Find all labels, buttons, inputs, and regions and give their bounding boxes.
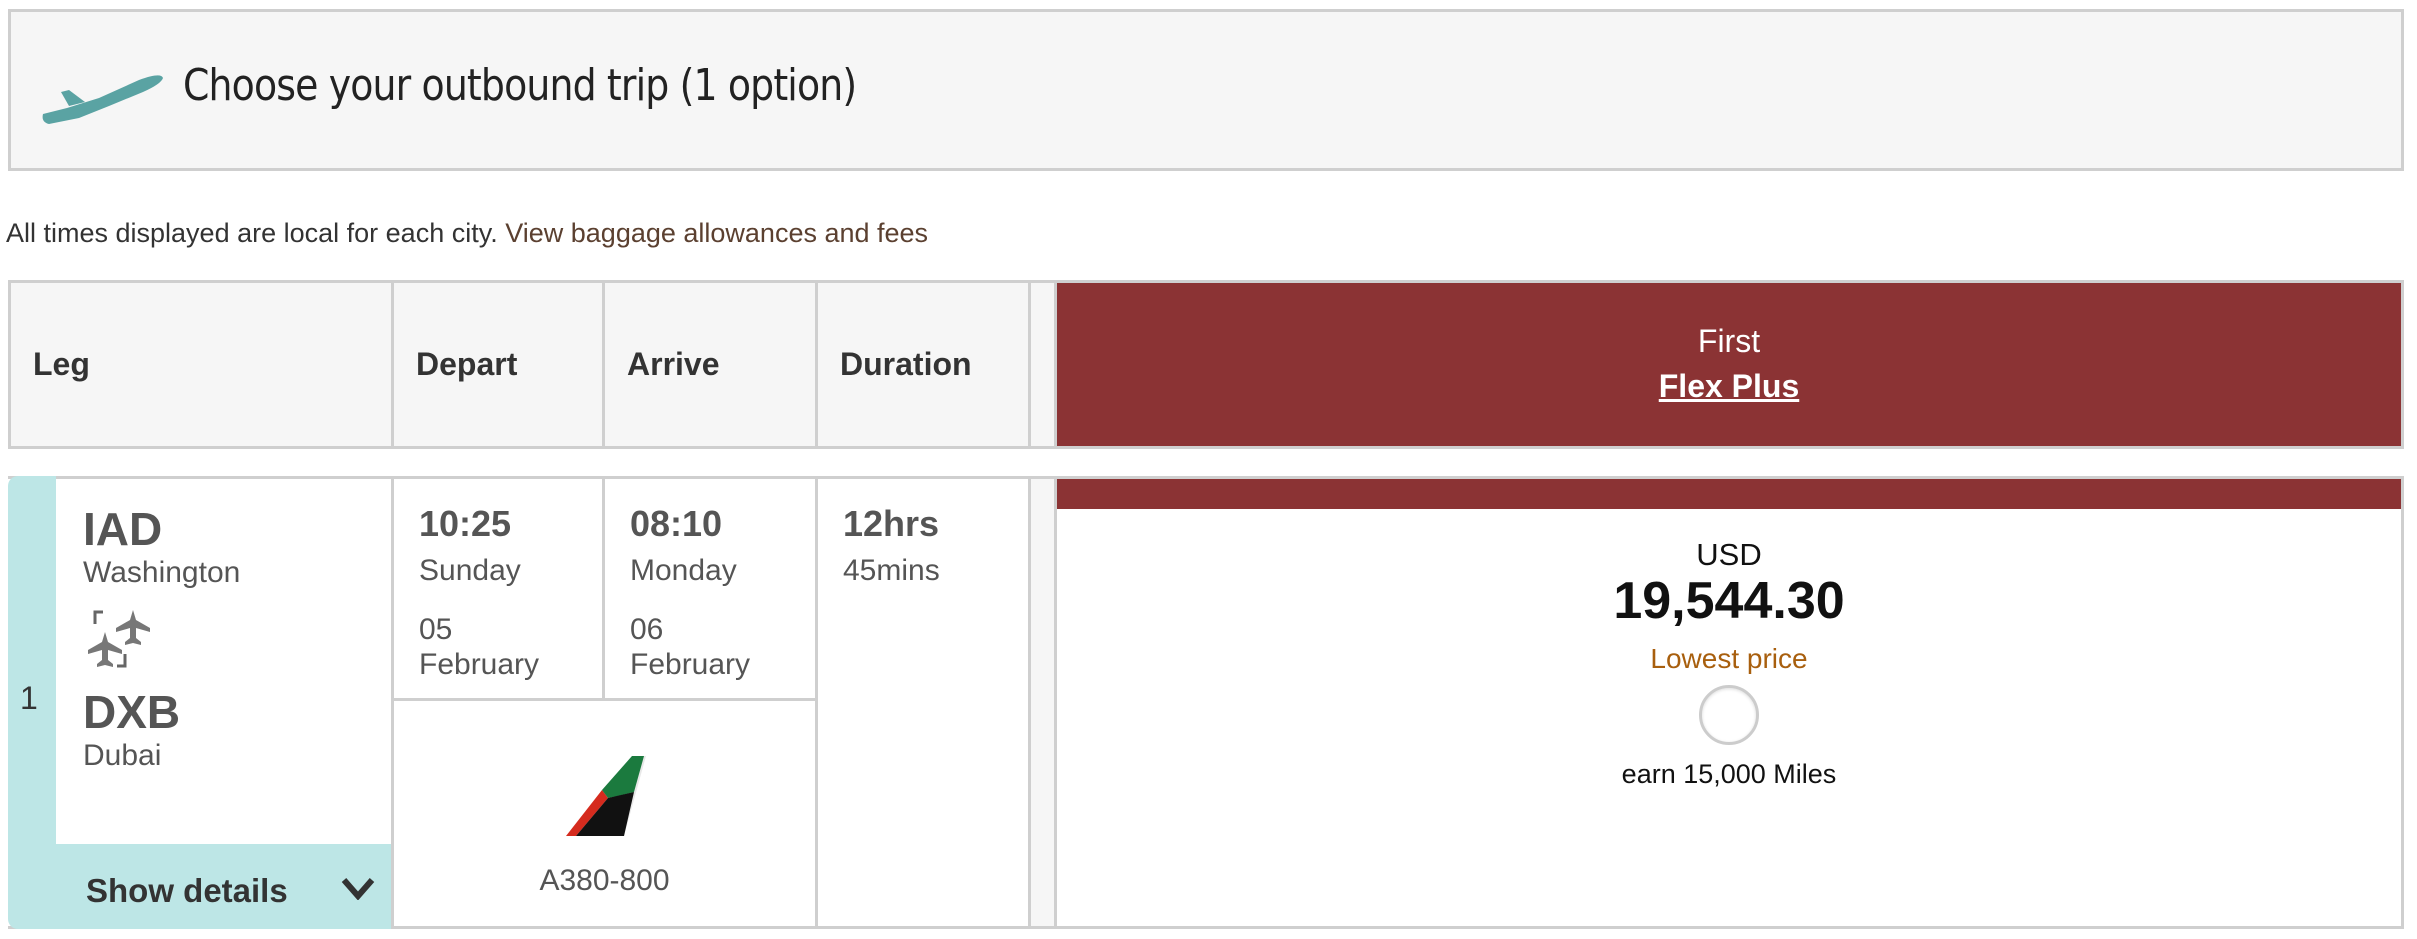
- origin-city: Washington: [83, 556, 241, 589]
- arrive-time: 08:10: [630, 503, 723, 544]
- column-header-leg: Leg: [8, 280, 394, 449]
- lowest-price-tag: Lowest price: [1650, 643, 1808, 674]
- show-details-button[interactable]: Show details: [56, 844, 393, 929]
- fare-option[interactable]: USD 19,544.30 Lowest price earn 15,000 M…: [1054, 476, 2404, 929]
- depart-cell: 10:25 Sunday 05 February: [391, 476, 605, 701]
- price-currency: USD: [1696, 537, 1762, 572]
- depart-date-month: February: [419, 648, 540, 681]
- column-spacer: [1028, 280, 1057, 449]
- column-header-depart: Depart: [391, 280, 605, 449]
- fare-band: [1057, 479, 2401, 509]
- arrive-cell: 08:10 Monday 06 February: [602, 476, 818, 701]
- duration-mins: 45mins: [843, 554, 940, 587]
- duration-cell: 12hrs 45mins: [815, 476, 1031, 929]
- emirates-tail-logo: [565, 756, 646, 836]
- destination-code: DXB: [83, 686, 181, 738]
- flight-connection-icon: [88, 610, 150, 668]
- arrive-date-month: February: [630, 648, 751, 681]
- row-spacer: [1028, 476, 1057, 929]
- price-amount: 19,544.30: [1613, 572, 1845, 630]
- plane-takeoff-icon: [42, 75, 163, 124]
- fare-name-link[interactable]: Flex Plus: [1658, 368, 1800, 404]
- miles-earned: earn 15,000 Miles: [1621, 759, 1837, 789]
- outbound-header: Choose your outbound trip (1 option): [8, 9, 2404, 171]
- destination-city: Dubai: [83, 739, 162, 772]
- chevron-down-icon: [341, 870, 375, 908]
- origin-code: IAD: [83, 503, 163, 555]
- column-header-duration: Duration: [815, 280, 1031, 449]
- depart-day: Sunday: [419, 554, 521, 587]
- route: IAD Washington DXB Dubai: [83, 502, 240, 773]
- cabin-label: First: [1697, 323, 1761, 359]
- depart-time: 10:25: [419, 503, 512, 544]
- arrive-date-day: 06: [630, 613, 664, 646]
- column-header-arrive: Arrive: [602, 280, 818, 449]
- leg-strip: [8, 476, 56, 929]
- aircraft-type: A380-800: [539, 864, 670, 897]
- arrive-day: Monday: [630, 554, 737, 587]
- fare-radio[interactable]: [1699, 685, 1759, 745]
- aircraft-cell: A380-800: [391, 698, 818, 929]
- times-note: All times displayed are local for each c…: [6, 218, 929, 248]
- baggage-link[interactable]: View baggage allowances and fees: [505, 218, 929, 248]
- depart-date-day: 05: [419, 613, 453, 646]
- leg-number: 1: [20, 680, 38, 716]
- duration-hours: 12hrs: [843, 503, 940, 544]
- page-title: Choose your outbound trip (1 option): [183, 60, 857, 111]
- fare-header: First Flex Plus: [1054, 280, 2404, 449]
